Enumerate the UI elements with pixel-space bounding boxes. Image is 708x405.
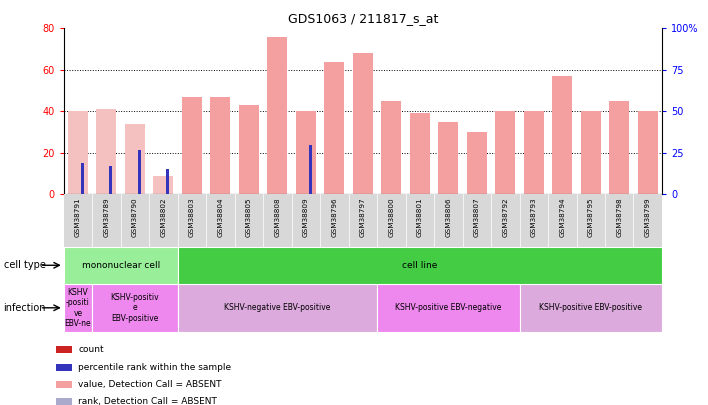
Bar bbox=[552, 76, 572, 194]
Bar bbox=[467, 132, 487, 194]
Bar bbox=[309, 145, 312, 194]
Text: KSHV-positive EBV-negative: KSHV-positive EBV-negative bbox=[395, 303, 501, 312]
Text: GSM38789: GSM38789 bbox=[103, 197, 110, 237]
Text: KSHV-negative EBV-positive: KSHV-negative EBV-positive bbox=[224, 303, 331, 312]
Bar bbox=[496, 111, 515, 194]
Bar bbox=[182, 97, 202, 194]
Bar bbox=[81, 163, 84, 194]
Bar bbox=[610, 101, 629, 194]
Bar bbox=[96, 109, 116, 194]
Text: GSM38801: GSM38801 bbox=[417, 197, 423, 237]
Text: GSM38808: GSM38808 bbox=[275, 197, 280, 237]
Bar bbox=[56, 398, 72, 405]
Bar bbox=[638, 111, 658, 194]
Bar bbox=[110, 166, 113, 194]
Bar bbox=[178, 247, 662, 284]
Text: GSM38800: GSM38800 bbox=[389, 197, 394, 237]
Bar bbox=[520, 284, 662, 332]
Bar bbox=[438, 122, 458, 194]
Text: KSHV
-positi
ve
EBV-ne: KSHV -positi ve EBV-ne bbox=[64, 288, 91, 328]
Bar bbox=[296, 111, 316, 194]
Text: GSM38806: GSM38806 bbox=[445, 197, 451, 237]
Bar bbox=[210, 97, 230, 194]
Bar bbox=[64, 284, 92, 332]
Text: cell line: cell line bbox=[402, 261, 438, 270]
Text: GSM38794: GSM38794 bbox=[559, 197, 565, 237]
Bar bbox=[268, 36, 287, 194]
Text: GSM38797: GSM38797 bbox=[360, 197, 366, 237]
Bar bbox=[324, 62, 344, 194]
Text: GSM38803: GSM38803 bbox=[189, 197, 195, 237]
Bar bbox=[382, 101, 401, 194]
Bar bbox=[125, 124, 145, 194]
Bar bbox=[56, 381, 72, 388]
Bar bbox=[377, 284, 520, 332]
Bar bbox=[166, 169, 169, 194]
Bar bbox=[56, 347, 72, 353]
Text: GSM38796: GSM38796 bbox=[331, 197, 337, 237]
Text: rank, Detection Call = ABSENT: rank, Detection Call = ABSENT bbox=[79, 397, 217, 405]
Bar bbox=[68, 111, 88, 194]
Bar bbox=[353, 53, 373, 194]
Text: GSM38791: GSM38791 bbox=[75, 197, 81, 237]
Text: GSM38809: GSM38809 bbox=[303, 197, 309, 237]
Text: GSM38807: GSM38807 bbox=[474, 197, 480, 237]
Text: GSM38805: GSM38805 bbox=[246, 197, 252, 237]
Bar bbox=[581, 111, 600, 194]
Text: GSM38802: GSM38802 bbox=[161, 197, 166, 237]
Bar bbox=[56, 364, 72, 371]
Bar bbox=[524, 111, 544, 194]
Text: percentile rank within the sample: percentile rank within the sample bbox=[79, 362, 232, 372]
Text: GSM38793: GSM38793 bbox=[531, 197, 537, 237]
Text: GSM38798: GSM38798 bbox=[616, 197, 622, 237]
Text: GSM38792: GSM38792 bbox=[502, 197, 508, 237]
Bar bbox=[138, 149, 141, 194]
Text: mononuclear cell: mononuclear cell bbox=[81, 261, 160, 270]
Bar bbox=[178, 284, 377, 332]
Text: GSM38790: GSM38790 bbox=[132, 197, 138, 237]
Text: GDS1063 / 211817_s_at: GDS1063 / 211817_s_at bbox=[287, 12, 438, 25]
Bar bbox=[64, 247, 178, 284]
Text: value, Detection Call = ABSENT: value, Detection Call = ABSENT bbox=[79, 380, 222, 389]
Text: GSM38799: GSM38799 bbox=[645, 197, 651, 237]
Bar bbox=[92, 284, 178, 332]
Text: KSHV-positive EBV-positive: KSHV-positive EBV-positive bbox=[539, 303, 642, 312]
Text: GSM38804: GSM38804 bbox=[217, 197, 224, 237]
Text: infection: infection bbox=[4, 303, 46, 313]
Bar bbox=[154, 176, 173, 194]
Text: GSM38795: GSM38795 bbox=[588, 197, 594, 237]
Bar bbox=[410, 113, 430, 194]
Text: count: count bbox=[79, 345, 104, 354]
Text: cell type: cell type bbox=[4, 260, 45, 270]
Bar bbox=[239, 105, 259, 194]
Text: KSHV-positiv
e
EBV-positive: KSHV-positiv e EBV-positive bbox=[110, 293, 159, 323]
